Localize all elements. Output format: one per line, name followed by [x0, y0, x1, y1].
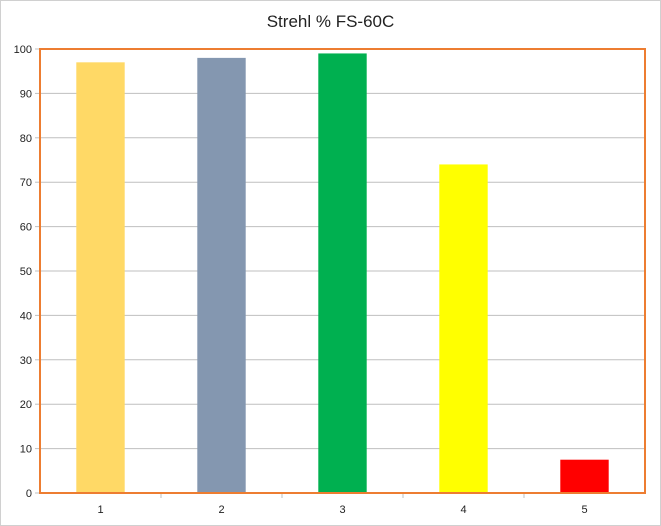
bar-4 — [439, 164, 488, 493]
bar-3 — [318, 53, 367, 493]
y-tick-label: 90 — [20, 88, 32, 100]
y-tick-label: 10 — [20, 444, 32, 456]
x-tick-label: 1 — [97, 504, 103, 516]
y-tick-label: 0 — [26, 488, 32, 500]
x-tick-label: 3 — [339, 504, 345, 516]
y-tick-label: 80 — [20, 133, 32, 145]
y-tick-label: 70 — [20, 177, 32, 189]
y-tick-label: 20 — [20, 399, 32, 411]
bars — [76, 53, 609, 493]
bar-5 — [560, 459, 609, 493]
x-tick-label: 2 — [218, 504, 224, 516]
y-tick-label: 100 — [14, 44, 32, 56]
y-tick-label: 30 — [20, 355, 32, 367]
plot-area-border — [39, 48, 646, 494]
bar-1 — [76, 62, 125, 493]
y-tick-label: 40 — [20, 310, 32, 322]
bar-2 — [197, 57, 246, 493]
y-axis-tick-labels: 0 10 20 30 40 50 60 70 80 90 100 — [14, 44, 32, 500]
chart-title: Strehl % FS-60C — [266, 12, 395, 31]
x-axis-tick-labels: 1 2 3 4 5 — [97, 504, 587, 516]
x-tick-label: 5 — [581, 504, 587, 516]
x-tick-label: 4 — [460, 504, 466, 516]
y-tick-label: 60 — [20, 222, 32, 234]
y-tick-label: 50 — [20, 266, 32, 278]
